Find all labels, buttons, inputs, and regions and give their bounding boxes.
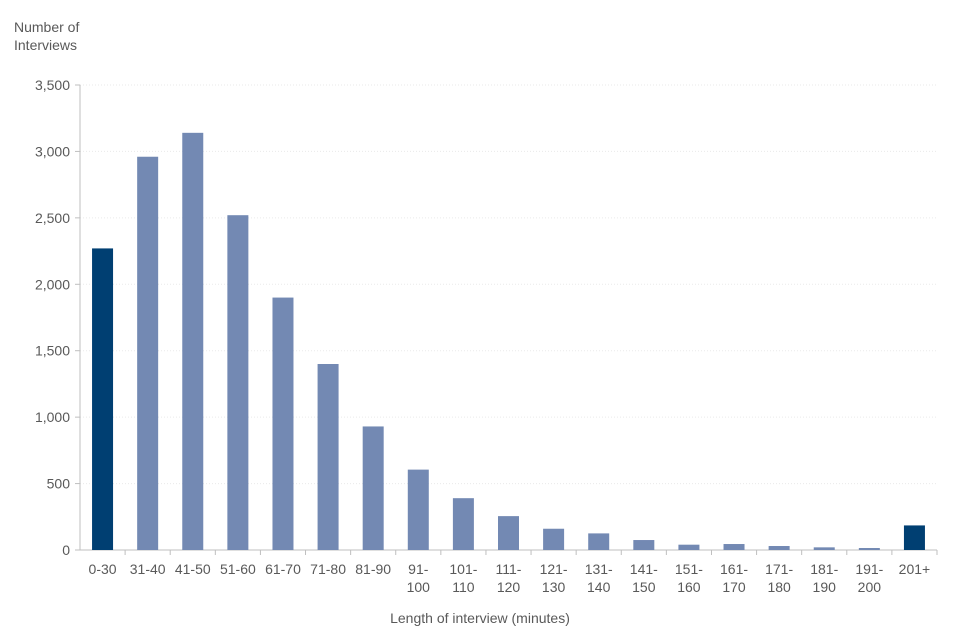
x-tick-label: 71-80 xyxy=(310,561,346,577)
y-tick-label: 2,500 xyxy=(35,210,70,226)
bar xyxy=(272,297,294,550)
bar xyxy=(182,132,204,551)
bar xyxy=(317,364,339,550)
x-tick-label: 150 xyxy=(632,579,656,595)
x-tick-label: 151- xyxy=(675,561,703,577)
x-tick-label: 201+ xyxy=(899,561,931,577)
x-tick-label: 160 xyxy=(677,579,701,595)
y-tick-label: 1,000 xyxy=(35,409,70,425)
bar xyxy=(543,528,565,550)
bar xyxy=(588,533,610,550)
bar xyxy=(92,248,114,550)
x-tick-label: 0-30 xyxy=(89,561,117,577)
y-tick-label: 500 xyxy=(47,476,71,492)
x-tick-label: 200 xyxy=(858,579,882,595)
bar xyxy=(137,156,159,550)
bar xyxy=(813,547,835,550)
y-tick-label: 2,000 xyxy=(35,276,70,292)
x-tick-label: 121- xyxy=(540,561,568,577)
x-tick-label: 111- xyxy=(496,561,522,577)
x-axis-title: Length of interview (minutes) xyxy=(390,610,570,626)
bar xyxy=(768,546,790,550)
x-tick-label: 31-40 xyxy=(130,561,166,577)
y-axis-title-line-2: Interviews xyxy=(14,37,78,53)
x-tick-label: 101- xyxy=(449,561,477,577)
bar xyxy=(678,544,700,550)
bar xyxy=(858,548,880,550)
x-tick-label: 170 xyxy=(722,579,746,595)
bar xyxy=(633,540,655,550)
bar xyxy=(723,544,745,550)
y-axis-title-line-1: Number of xyxy=(14,19,80,35)
x-tick-label: 171- xyxy=(765,561,793,577)
x-tick-label: 141- xyxy=(630,561,658,577)
bar xyxy=(227,215,249,550)
x-tick-label: 191- xyxy=(855,561,883,577)
y-tick-label: 3,500 xyxy=(35,77,70,93)
y-tick-label: 0 xyxy=(62,542,70,558)
x-tick-label: 91- xyxy=(408,561,429,577)
bar xyxy=(452,498,474,550)
x-tick-label: 181- xyxy=(810,561,838,577)
x-tick-label: 41-50 xyxy=(175,561,211,577)
x-tick-label: 51-60 xyxy=(220,561,256,577)
x-tick-label: 61-70 xyxy=(265,561,301,577)
x-tick-label: 131- xyxy=(585,561,613,577)
x-tick-label: 190 xyxy=(813,579,837,595)
x-tick-label: 180 xyxy=(767,579,791,595)
y-tick-label: 1,500 xyxy=(35,343,70,359)
x-tick-label: 100 xyxy=(407,579,431,595)
bar xyxy=(362,426,384,550)
x-tick-label: 110 xyxy=(452,579,475,595)
x-tick-label: 81-90 xyxy=(355,561,391,577)
bar xyxy=(498,516,519,550)
bar xyxy=(903,525,925,550)
x-tick-label: 161- xyxy=(720,561,748,577)
x-tick-label: 140 xyxy=(587,579,611,595)
x-tick-label: 130 xyxy=(542,579,566,595)
x-tick-label: 120 xyxy=(497,579,521,595)
y-tick-label: 3,000 xyxy=(35,143,70,159)
bar xyxy=(407,469,429,550)
